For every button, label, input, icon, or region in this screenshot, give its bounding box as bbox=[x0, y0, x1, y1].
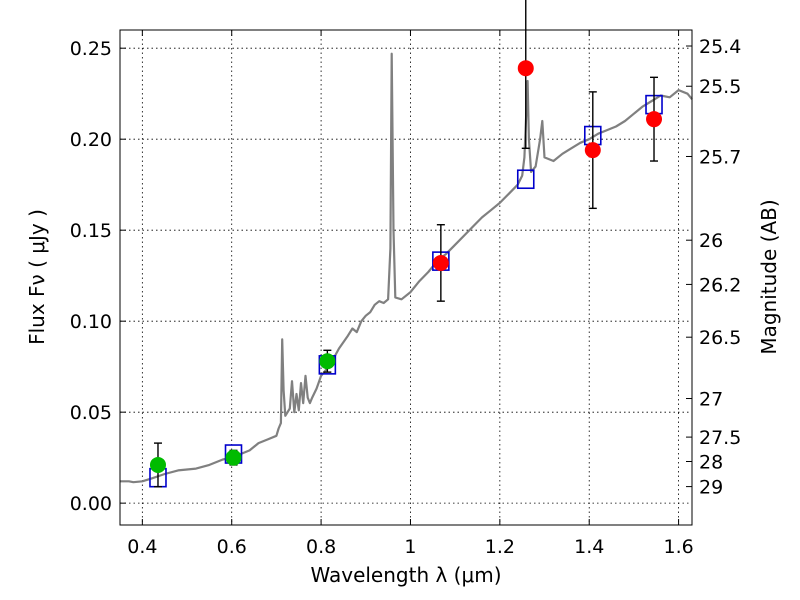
spectrum-line bbox=[120, 52, 693, 484]
model-photometry-square bbox=[516, 169, 535, 190]
x-tick-label: 0.6 bbox=[217, 536, 247, 558]
observed-point bbox=[646, 111, 663, 128]
mag-tick-label: 28 bbox=[699, 451, 723, 473]
y-tick-label: 0.05 bbox=[70, 402, 112, 424]
observed-point bbox=[149, 456, 166, 473]
mag-tick-label: 25.4 bbox=[699, 36, 741, 58]
y-tick-label: 0.10 bbox=[70, 311, 112, 333]
y-tick-label: 0.25 bbox=[70, 38, 112, 60]
tick-layer: 0.4 0.6 0.8 1 1.2 1.4 1.6 0.00 0.05 0.10 0.15 0.20 0… bbox=[70, 30, 741, 558]
x-tick-label: 1 bbox=[404, 536, 416, 558]
observed-point bbox=[584, 142, 601, 159]
y-axis-right-title: Magnitude (AB) bbox=[757, 199, 781, 354]
plot-frame bbox=[119, 29, 693, 526]
mag-tick-label: 27.5 bbox=[699, 427, 741, 449]
x-tick-label: 1.2 bbox=[485, 536, 515, 558]
y-axis-title: Flux Fν ( μJy ) bbox=[25, 209, 49, 345]
mag-tick-label: 27 bbox=[699, 389, 723, 411]
mag-tick-label: 26.2 bbox=[699, 274, 741, 296]
y-tick-label: 0.00 bbox=[70, 493, 112, 515]
mag-tick-label: 26 bbox=[699, 230, 723, 252]
mag-tick-label: 29 bbox=[699, 477, 723, 499]
x-tick-label: 1.6 bbox=[663, 536, 693, 558]
series-layer bbox=[120, 0, 693, 488]
x-tick-label: 1.4 bbox=[574, 536, 604, 558]
x-tick-label: 0.4 bbox=[127, 536, 157, 558]
grid-layer bbox=[120, 30, 692, 525]
mag-tick-label: 25.7 bbox=[699, 146, 741, 168]
observed-point bbox=[225, 449, 242, 466]
mag-tick-label: 26.5 bbox=[699, 327, 741, 349]
x-tick-label: 0.8 bbox=[306, 536, 336, 558]
y-tick-label: 0.20 bbox=[70, 129, 112, 151]
mag-tick-label: 25.5 bbox=[699, 76, 741, 98]
observed-point bbox=[432, 254, 449, 271]
observed-point bbox=[319, 353, 336, 370]
y-tick-label: 0.15 bbox=[70, 220, 112, 242]
observed-point bbox=[517, 60, 534, 77]
plot-background bbox=[120, 30, 692, 525]
x-axis-title: Wavelength λ (μm) bbox=[310, 563, 501, 587]
